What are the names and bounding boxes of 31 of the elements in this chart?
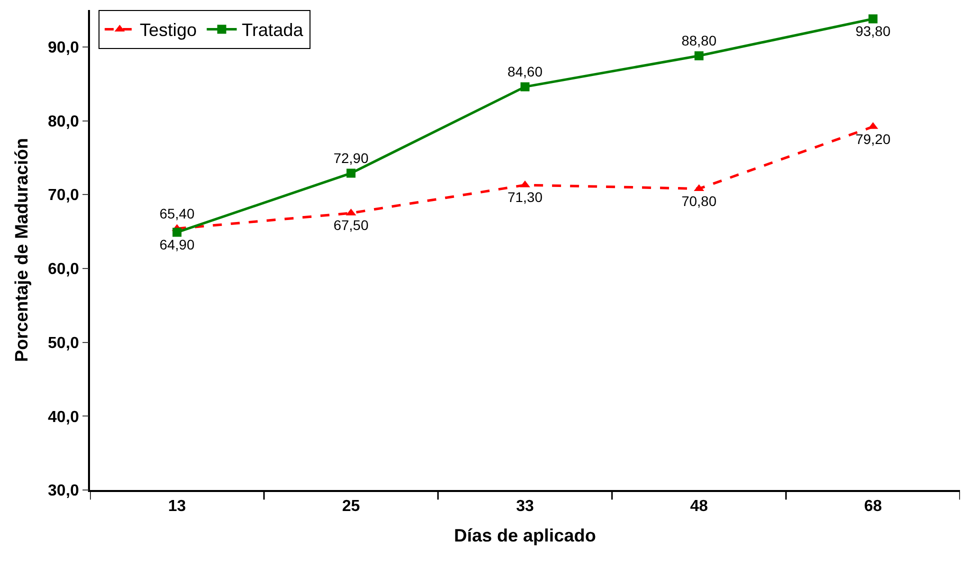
point [868, 14, 878, 24]
x-tick-label: 13 [168, 498, 186, 515]
point [346, 168, 356, 178]
point [172, 228, 182, 237]
data-label: 88,80 [681, 32, 717, 49]
x-tick-label: 25 [342, 498, 360, 515]
point [694, 51, 704, 60]
legend-label: Tratada [242, 20, 304, 40]
x-axis-title: Días de aplicado [454, 526, 596, 546]
data-label: 67,50 [333, 217, 369, 234]
point [520, 82, 530, 92]
data-label: 70,80 [681, 192, 717, 209]
y-tick-label: 70,0 [48, 187, 80, 204]
y-tick-label: 40,0 [48, 408, 80, 426]
x-tick-label: 68 [864, 498, 882, 515]
data-label: 79,20 [855, 130, 891, 147]
data-label: 72,90 [333, 150, 369, 166]
y-tick-label: 90,0 [48, 40, 80, 57]
y-tick-label: 30,0 [48, 482, 80, 500]
legend-label: Testigo [140, 20, 197, 40]
x-tick-label: 48 [690, 498, 708, 515]
y-tick-label: 60,0 [48, 261, 80, 278]
data-label: 65,40 [159, 205, 195, 222]
y-tick-label: 50,0 [48, 334, 80, 352]
x-tick-label: 33 [516, 498, 534, 515]
data-label: 71,30 [507, 189, 543, 206]
y-axis-title: Porcentaje de Maduración [12, 138, 32, 362]
data-label: 84,60 [507, 64, 543, 80]
data-label: 93,80 [855, 22, 891, 39]
y-tick-label: 80,0 [48, 113, 80, 130]
data-label: 64,90 [159, 236, 195, 252]
